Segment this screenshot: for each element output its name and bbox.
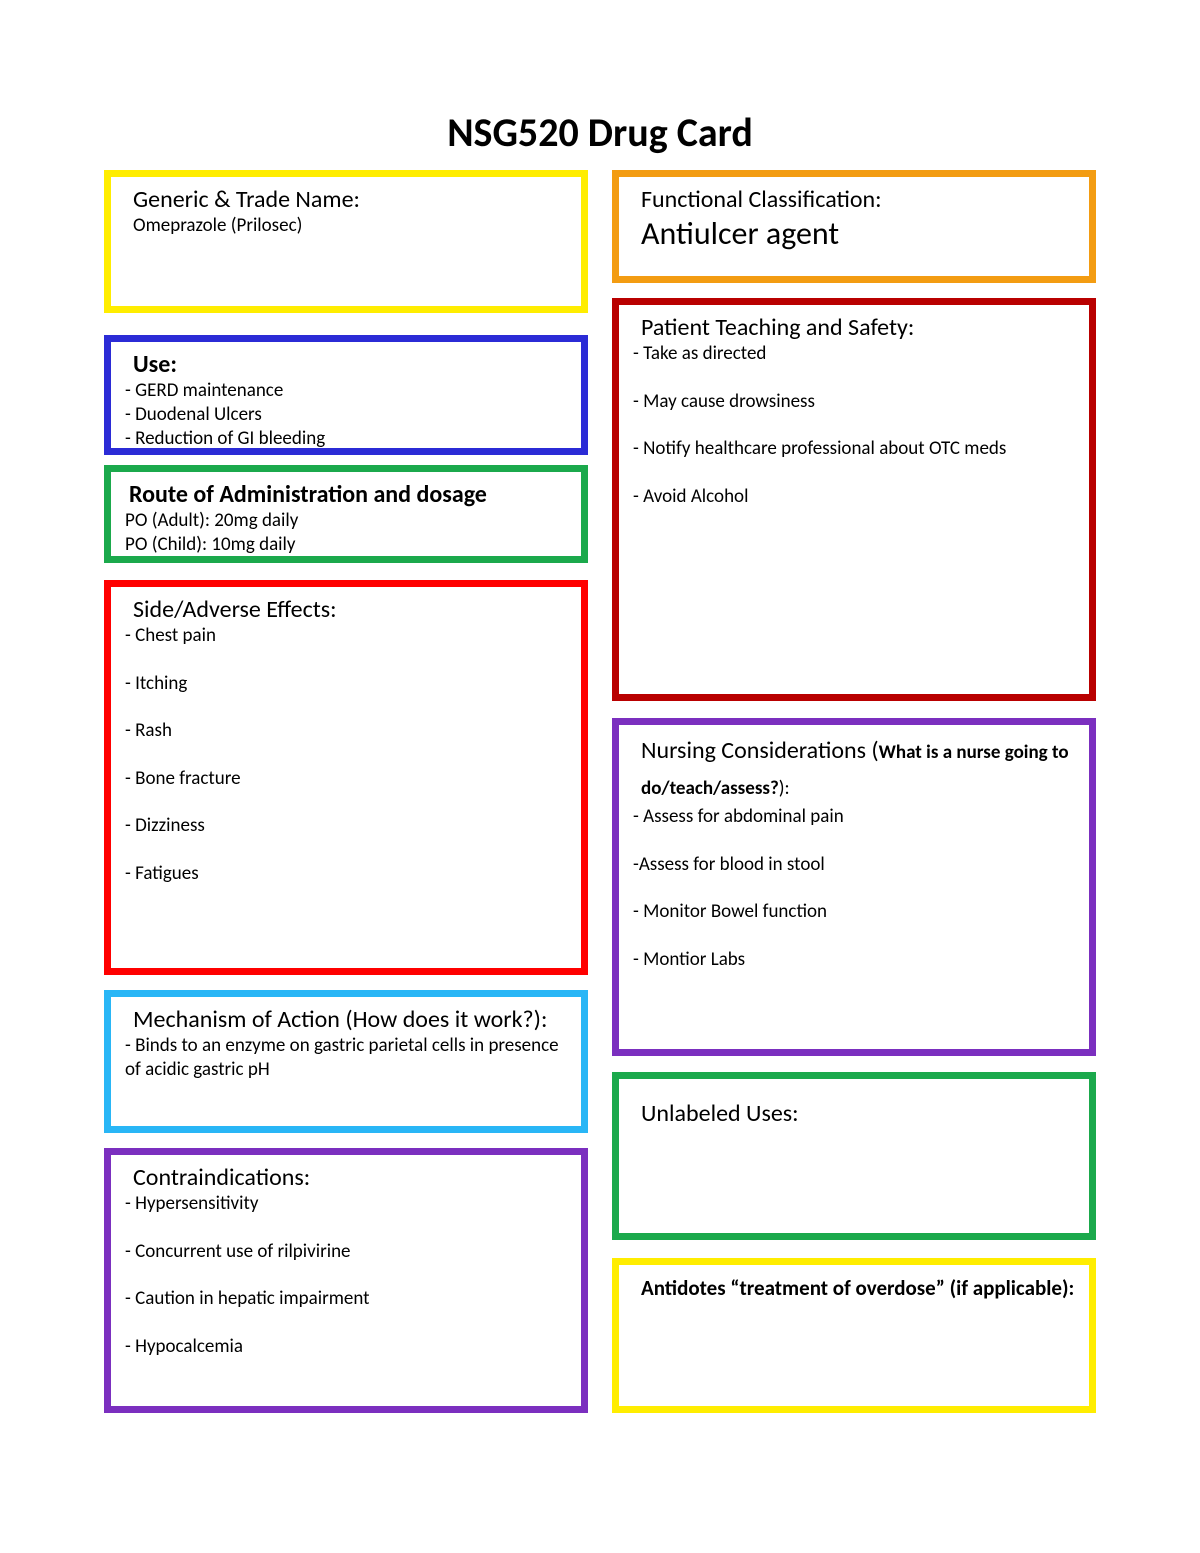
box-route-dosage: Route of Administration and dosage PO (A…	[104, 465, 588, 563]
patient-teaching-body: - Take as directed - May cause drowsines…	[633, 342, 1075, 508]
route-dosage-body: PO (Adult): 20mg daily PO (Child): 10mg …	[125, 509, 567, 557]
functional-class-value: Antiulcer agent	[641, 214, 1075, 253]
mechanism-heading: Mechanism of Action (How does it work?):	[133, 1005, 567, 1034]
box-nursing: Nursing Considerations (What is a nurse …	[612, 718, 1096, 1056]
nursing-body: - Assess for abdominal pain -Assess for …	[633, 805, 1075, 971]
box-patient-teaching: Patient Teaching and Safety: - Take as d…	[612, 298, 1096, 701]
box-use: Use: - GERD maintenance - Duodenal Ulcer…	[104, 335, 588, 455]
box-functional-class: Functional Classification: Antiulcer age…	[612, 170, 1096, 283]
box-side-effects: Side/Adverse Effects: - Chest pain - Itc…	[104, 580, 588, 975]
box-unlabeled: Unlabeled Uses:	[612, 1072, 1096, 1240]
mechanism-body: - Binds to an enzyme on gastric parietal…	[125, 1034, 567, 1082]
patient-teaching-heading: Patient Teaching and Safety:	[641, 313, 1075, 342]
side-effects-body: - Chest pain - Itching - Rash - Bone fra…	[125, 624, 567, 885]
antidotes-heading: Antidotes “treatment of overdose” (if ap…	[641, 1275, 1075, 1301]
nursing-heading-prefix: Nursing Considerations (	[641, 736, 879, 765]
box-generic-trade: Generic & Trade Name: Omeprazole (Prilos…	[104, 170, 588, 313]
nursing-heading: Nursing Considerations (What is a nurse …	[641, 733, 1075, 805]
use-heading: Use:	[133, 350, 567, 379]
box-contraindications: Contraindications: - Hypersensitivity - …	[104, 1148, 588, 1413]
generic-trade-value: Omeprazole (Prilosec)	[133, 214, 567, 237]
contraindications-heading: Contraindications:	[133, 1163, 567, 1192]
contraindications-body: - Hypersensitivity - Concurrent use of r…	[125, 1192, 567, 1358]
nursing-heading-close: ):	[779, 777, 790, 800]
functional-class-heading: Functional Classification:	[641, 185, 1075, 214]
use-body: - GERD maintenance - Duodenal Ulcers - R…	[125, 379, 567, 450]
box-antidotes: Antidotes “treatment of overdose” (if ap…	[612, 1258, 1096, 1413]
route-dosage-heading: Route of Administration and dosage	[129, 480, 567, 509]
box-mechanism: Mechanism of Action (How does it work?):…	[104, 990, 588, 1133]
page-title: NSG520 Drug Card	[0, 108, 1200, 157]
unlabeled-heading: Unlabeled Uses:	[641, 1099, 1075, 1128]
generic-trade-heading: Generic & Trade Name:	[133, 185, 567, 214]
side-effects-heading: Side/Adverse Effects:	[133, 595, 567, 624]
